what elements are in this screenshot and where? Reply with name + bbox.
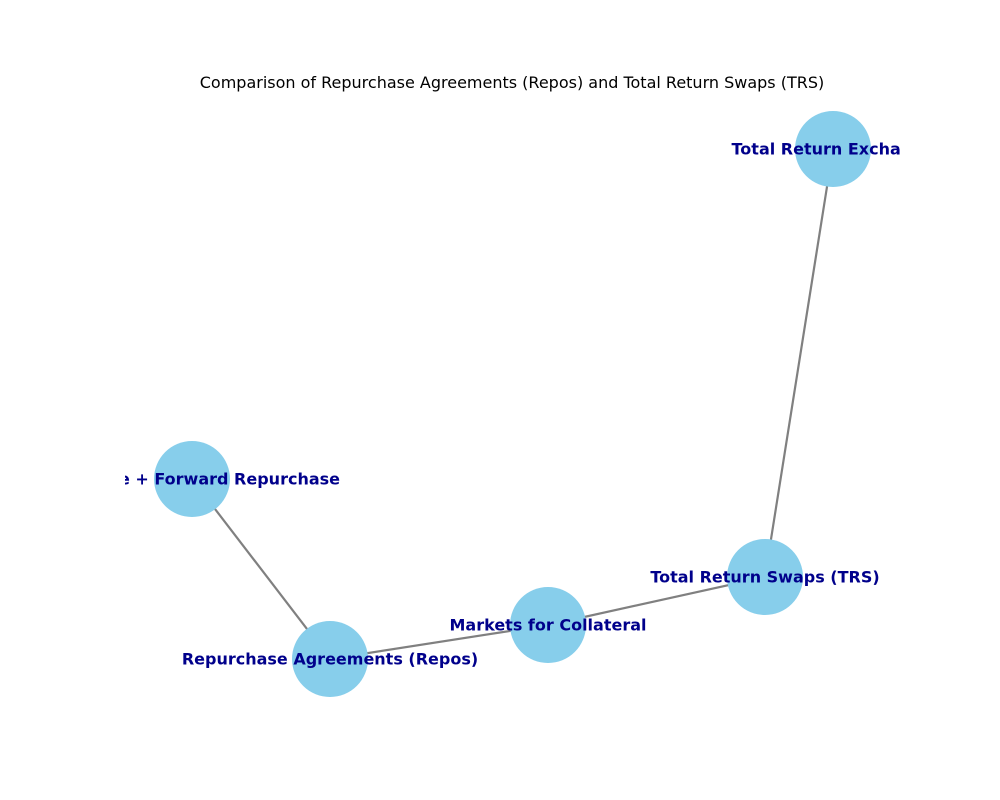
labels-layer: Total Return Exchange Spot Sale + Forward…	[44, 140, 935, 669]
diagram-title: Comparison of Repurchase Agreements (Rep…	[200, 73, 825, 92]
node-label-trs_exchange: Total Return Exchange	[732, 140, 935, 159]
node-label-trs: Total Return Swaps (TRS)	[650, 568, 879, 587]
node-forward_repurchase[interactable]	[154, 441, 230, 517]
node-collateral_markets[interactable]	[510, 587, 586, 663]
node-trs_exchange[interactable]	[795, 111, 871, 187]
node-label-forward_repurchase: Spot Sale + Forward Repurchase	[44, 470, 340, 489]
node-trs[interactable]	[727, 539, 803, 615]
node-label-collateral_markets: Markets for Collateral	[450, 616, 647, 635]
node-repos[interactable]	[292, 621, 368, 697]
nodes-layer	[154, 111, 871, 697]
node-label-repos: Repurchase Agreements (Repos)	[182, 650, 478, 669]
edge-trs_exchange-to-trs	[763, 148, 835, 578]
